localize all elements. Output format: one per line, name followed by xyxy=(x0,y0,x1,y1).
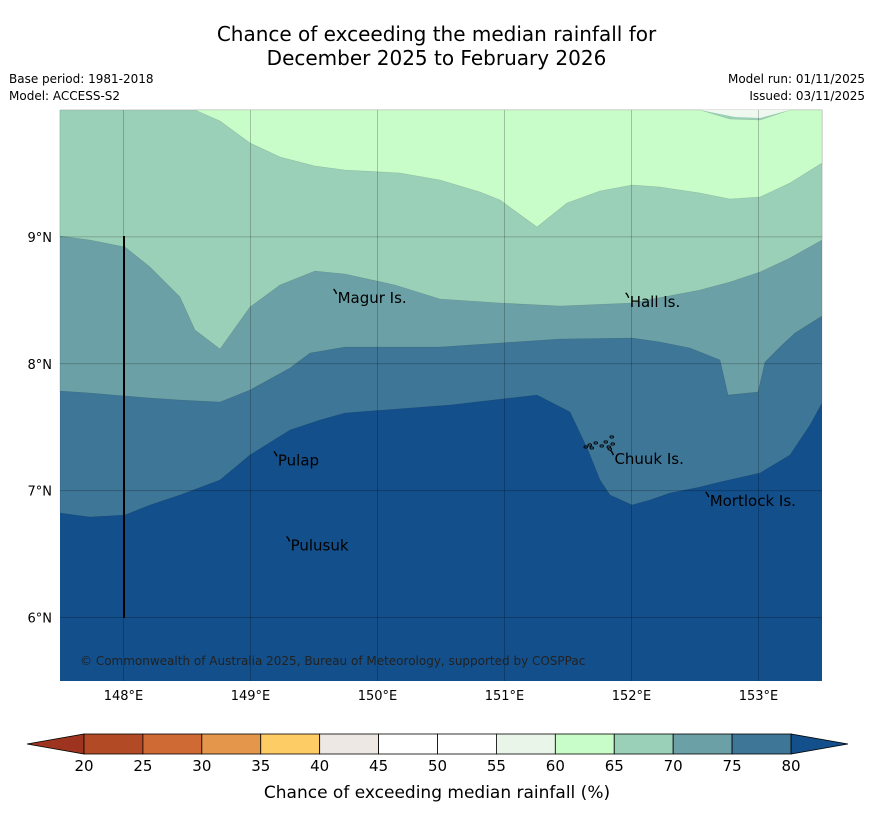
lon-tick-label: 150°E xyxy=(358,689,398,704)
chuuk-islet xyxy=(603,440,609,444)
meta-right: Model run: 01/11/2025 Issued: 03/11/2025 xyxy=(728,71,865,105)
lat-tick-label: 7°N xyxy=(28,485,53,500)
colorbar-tick-label: 20 xyxy=(74,757,93,775)
title-line-2: December 2025 to February 2026 xyxy=(266,46,607,70)
chuuk-islet xyxy=(593,441,599,445)
colorbar-segment xyxy=(672,733,733,755)
axis-labels: 148°E 149°E 150°E 151°E 152°E 153°E 9°N 8°N 7°N 6… xyxy=(28,231,779,704)
colorbar-tick-label: 75 xyxy=(723,757,742,775)
lon-tick-label: 148°E xyxy=(104,689,144,704)
lat-tick-label: 9°N xyxy=(28,231,53,246)
map-area: Magur Is. Hall Is. Pulap Chuuk Is. Mortlock … xyxy=(59,109,823,681)
meta-left: Base period: 1981-2018 Model: ACCESS-S2 xyxy=(9,71,154,105)
colorbar-segment xyxy=(83,733,144,755)
lat-tick-label: 6°N xyxy=(28,612,53,627)
base-period-text: Base period: 1981-2018 xyxy=(9,72,154,86)
place-label: Mortlock Is. xyxy=(710,492,796,510)
gridlines xyxy=(60,110,822,681)
issued-text: Issued: 03/11/2025 xyxy=(749,89,865,103)
chuuk-islet xyxy=(609,435,615,439)
place-label: Pulusuk xyxy=(291,536,349,554)
chuuk-islet xyxy=(589,446,595,450)
colorbar-tick-label: 60 xyxy=(546,757,565,775)
colorbar-segment xyxy=(496,733,556,755)
place-label: Pulap xyxy=(278,451,319,469)
colorbar-tick-label: 30 xyxy=(192,757,211,775)
colorbar-tick-label: 50 xyxy=(428,757,447,775)
colorbar-tick-label: 40 xyxy=(310,757,329,775)
lat-tick-label: 8°N xyxy=(28,358,53,373)
chuuk-islet xyxy=(607,447,613,451)
zone-65-fill xyxy=(194,109,823,228)
colorbar-segment xyxy=(613,733,674,755)
island-outline xyxy=(705,491,710,498)
model-run-text: Model run: 01/11/2025 xyxy=(727,72,865,86)
title-line-1: Chance of exceeding the median rainfall … xyxy=(216,22,657,46)
island-outlines xyxy=(273,288,710,542)
colorbar-tick-label: 25 xyxy=(133,757,152,775)
colorbar-tick-label: 35 xyxy=(251,757,270,775)
island-outline xyxy=(625,292,630,299)
place-label: Magur Is. xyxy=(338,289,407,307)
copyright-text: © Commonwealth of Australia 2025, Bureau… xyxy=(80,654,585,668)
island-outline xyxy=(333,288,338,295)
colorbar-tick-label: 70 xyxy=(664,757,683,775)
colorbar-under-arrow xyxy=(26,733,85,755)
colorbar-segment xyxy=(554,733,615,755)
island-outline xyxy=(286,535,291,542)
place-label: Chuuk Is. xyxy=(614,450,683,468)
map-title: Chance of exceeding the median rainfall … xyxy=(0,22,873,70)
colorbar: 20 25 30 35 40 45 50 55 60 65 70 75 80 xyxy=(26,733,849,775)
colorbar-segment xyxy=(260,733,321,755)
colorbar-tick-label: 55 xyxy=(487,757,506,775)
colorbar-segment xyxy=(201,733,262,755)
place-label: Hall Is. xyxy=(630,293,681,311)
colorbar-segment xyxy=(437,733,497,755)
lon-tick-label: 153°E xyxy=(739,689,779,704)
island-outline xyxy=(609,449,615,456)
island-outline xyxy=(273,450,278,457)
colorbar-title: Chance of exceeding median rainfall (%) xyxy=(264,783,610,803)
colorbar-tick-label: 45 xyxy=(369,757,388,775)
colorbar-segment xyxy=(319,733,379,755)
lon-tick-label: 151°E xyxy=(485,689,525,704)
colorbar-over-arrow xyxy=(790,733,849,755)
colorbar-segment xyxy=(142,733,203,755)
chuuk-islet xyxy=(583,445,589,449)
colorbar-segment xyxy=(378,733,438,755)
lon-tick-label: 152°E xyxy=(612,689,652,704)
zone-60-fill xyxy=(700,110,790,118)
chuuk-islet xyxy=(610,442,616,446)
model-text: Model: ACCESS-S2 xyxy=(9,89,121,103)
lon-tick-label: 149°E xyxy=(231,689,271,704)
colorbar-segment xyxy=(731,733,792,755)
place-labels: Magur Is. Hall Is. Pulap Chuuk Is. Mortlock … xyxy=(278,289,796,554)
chuuk-islet xyxy=(599,444,605,448)
chuuk-islet xyxy=(587,443,593,447)
colorbar-tick-label: 80 xyxy=(781,757,800,775)
colorbar-tick-label: 65 xyxy=(605,757,624,775)
